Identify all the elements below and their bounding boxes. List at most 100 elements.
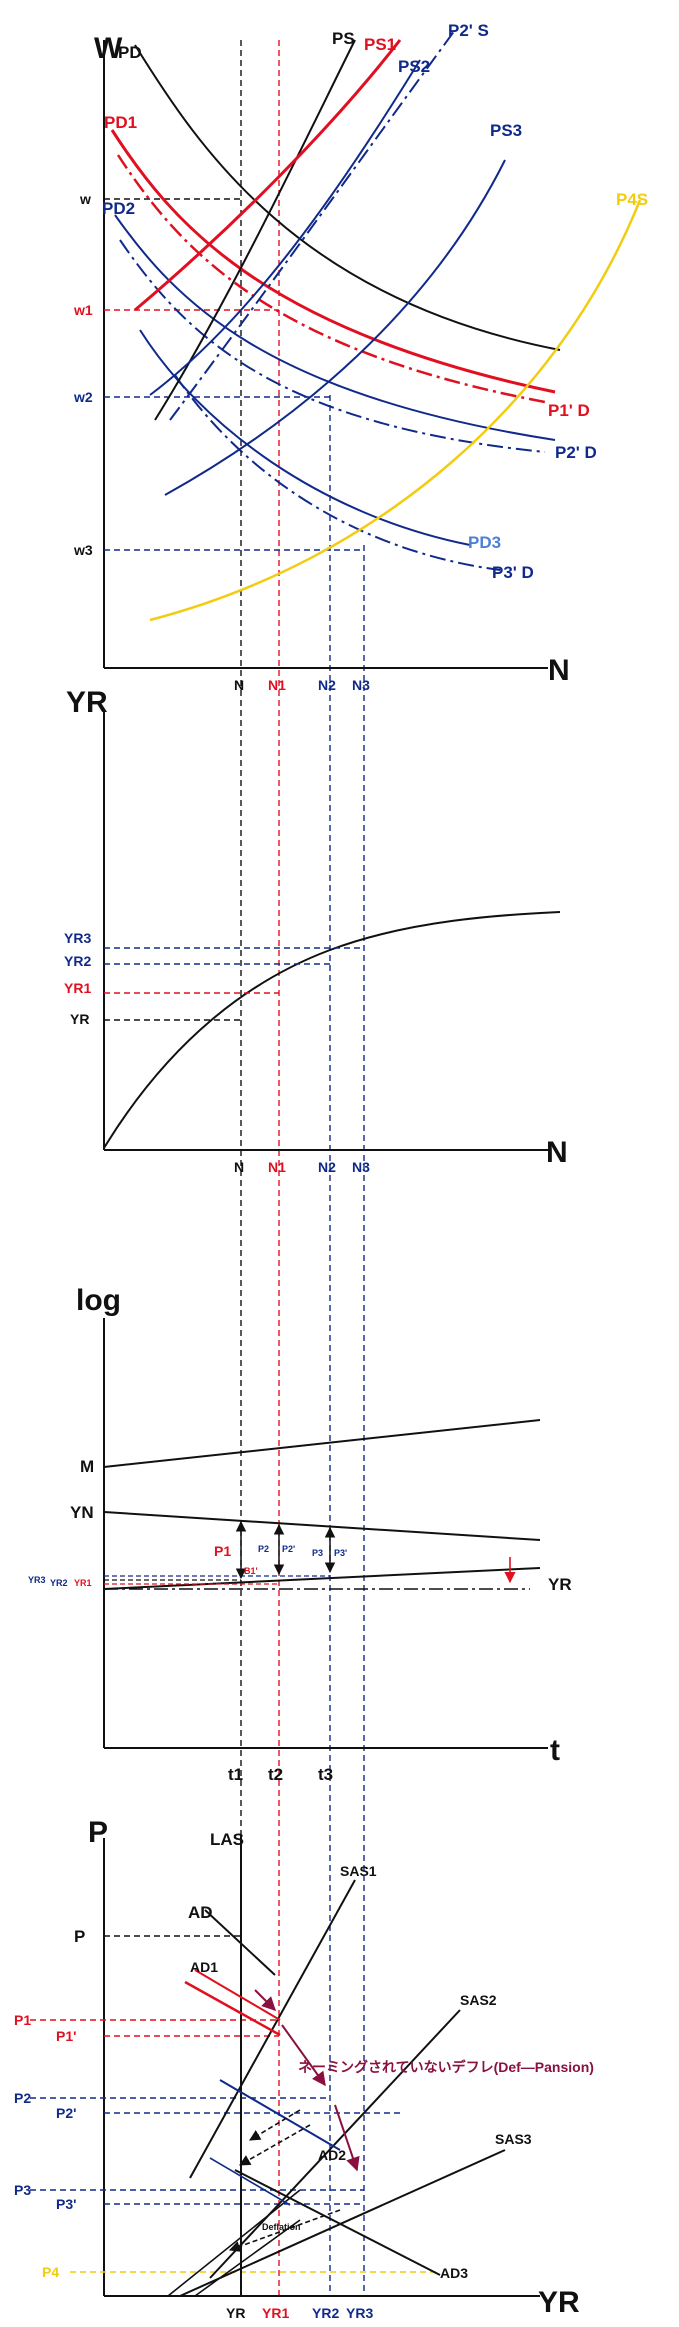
tick-n3: N3 xyxy=(352,677,370,693)
label-ad1: AD1 xyxy=(190,1959,218,1975)
p1d-curve xyxy=(116,154,546,404)
label-p3d: P3' D xyxy=(492,563,534,582)
label-yn: YN xyxy=(70,1503,94,1522)
pd2-curve xyxy=(114,214,556,441)
tick-t1: t1 xyxy=(228,1765,243,1784)
tick-yr: YR xyxy=(70,1011,89,1027)
ps2-curve xyxy=(149,59,421,396)
label-pd3: PD3 xyxy=(468,533,501,552)
path-arrow-6 xyxy=(228,2209,341,2252)
tick-n1: N1 xyxy=(268,1159,286,1175)
label-pd2: PD2 xyxy=(102,199,135,218)
tick-p: P xyxy=(74,1927,85,1946)
path-arrow-3 xyxy=(334,2104,360,2172)
label-pd1: PD1 xyxy=(104,113,137,132)
label-ps: PS xyxy=(332,29,355,48)
y-axis-label: W xyxy=(94,32,123,65)
label-ps2: PS2 xyxy=(398,57,430,76)
path-arrow-2 xyxy=(281,2024,326,2087)
y-axis-label: P xyxy=(88,1816,108,1849)
ps1-curve xyxy=(134,39,402,312)
gap-p1: P1 xyxy=(214,1543,231,1559)
ad2-line xyxy=(219,2079,341,2151)
panel-ad-as: P YR LAS SAS1 SAS2 xyxy=(14,1816,594,2321)
p3d-curve xyxy=(174,374,501,571)
tick-n2: N2 xyxy=(318,677,336,693)
label-ad: AD xyxy=(188,1903,213,1922)
tick-n: N xyxy=(234,677,244,693)
annotation-deflation: Deflation xyxy=(262,2222,301,2232)
tick-n3: N3 xyxy=(352,1159,370,1175)
tick-w3: w3 xyxy=(73,542,93,558)
p2s-curve xyxy=(169,29,456,421)
ps3-curve xyxy=(164,159,506,496)
path-arrow-5 xyxy=(239,2124,311,2166)
yn-line xyxy=(103,1511,541,1541)
tick-n2: N2 xyxy=(318,1159,336,1175)
tick-yr2: YR2 xyxy=(312,2305,339,2321)
left-yr3: YR3 xyxy=(28,1575,46,1585)
pd3-curve xyxy=(139,329,471,546)
panel-labour-market: W N PD PS PS1 P2' S PS2 PS3 P4S PD1 PD2 … xyxy=(73,21,648,693)
tick-w2: w2 xyxy=(73,389,93,405)
tick-p4: P4 xyxy=(42,2264,59,2280)
label-p2s: P2' S xyxy=(448,21,489,40)
label-las: LAS xyxy=(210,1830,244,1849)
x-axis-label: N xyxy=(546,1136,568,1169)
gap-b1: B1' xyxy=(244,1566,258,1576)
x-axis-label: N xyxy=(548,654,570,687)
tick-yr1: YR1 xyxy=(64,980,91,996)
label-sas2: SAS2 xyxy=(460,1992,497,2008)
y-axis-label: YR xyxy=(66,686,108,719)
label-m: M xyxy=(80,1457,94,1476)
p2d-curve xyxy=(119,239,546,453)
tick-t3: t3 xyxy=(318,1765,333,1784)
path-arrow-1 xyxy=(254,1989,276,2011)
gap-p3: P3 xyxy=(312,1548,323,1558)
tick-n1: N1 xyxy=(268,677,286,693)
tick-p2: P2 xyxy=(14,2090,31,2106)
gap-p2: P2 xyxy=(258,1544,269,1554)
label-ps3: PS3 xyxy=(490,121,522,140)
tick-p2p: P2' xyxy=(56,2105,76,2121)
label-p2d: P2' D xyxy=(555,443,597,462)
yr-line xyxy=(103,1567,541,1590)
y-axis-label: log xyxy=(76,1284,121,1317)
tick-yr2: YR2 xyxy=(64,953,91,969)
tick-p1p: P1' xyxy=(56,2028,76,2044)
sas3-line xyxy=(179,2149,506,2297)
label-sas3: SAS3 xyxy=(495,2131,532,2147)
path-arrow-4 xyxy=(249,2109,301,2141)
left-yr2: YR2 xyxy=(50,1578,68,1588)
tick-yr3: YR3 xyxy=(346,2305,373,2321)
label-p4s: P4S xyxy=(616,190,648,209)
tick-yr1: YR1 xyxy=(262,2305,289,2321)
gap-p2p: P2' xyxy=(282,1544,295,1554)
label-pd: PD xyxy=(118,43,142,62)
gap-p3p: P3' xyxy=(334,1548,347,1558)
label-ad3: AD3 xyxy=(440,2265,468,2281)
label-sas1: SAS1 xyxy=(340,1863,377,1879)
tick-p3p: P3' xyxy=(56,2196,76,2212)
label-yr: YR xyxy=(548,1575,572,1594)
sas2-line xyxy=(209,2009,461,2279)
label-ad2: AD2 xyxy=(318,2147,346,2163)
ps-curve xyxy=(154,39,356,421)
ad-line xyxy=(204,1909,276,1976)
sas1-line xyxy=(189,1879,356,2179)
tick-yr: YR xyxy=(226,2305,245,2321)
x-axis-label: YR xyxy=(538,2286,580,2319)
tick-p3: P3 xyxy=(14,2182,31,2198)
tick-yr3: YR3 xyxy=(64,930,91,946)
panel-log-time: log t M YN YR YR3 YR2 YR1 P1 B1' P2 P2' … xyxy=(28,1284,572,1784)
x-axis-label: t xyxy=(550,1734,560,1767)
label-p1d: P1' D xyxy=(548,401,590,420)
tick-w1: w1 xyxy=(73,302,93,318)
left-yr1: YR1 xyxy=(74,1578,92,1588)
pd-curve xyxy=(134,44,561,351)
ad1-line xyxy=(184,1980,281,2037)
m-line xyxy=(103,1419,541,1468)
vertical-guides xyxy=(240,40,365,2296)
pd1-curve xyxy=(110,129,556,394)
